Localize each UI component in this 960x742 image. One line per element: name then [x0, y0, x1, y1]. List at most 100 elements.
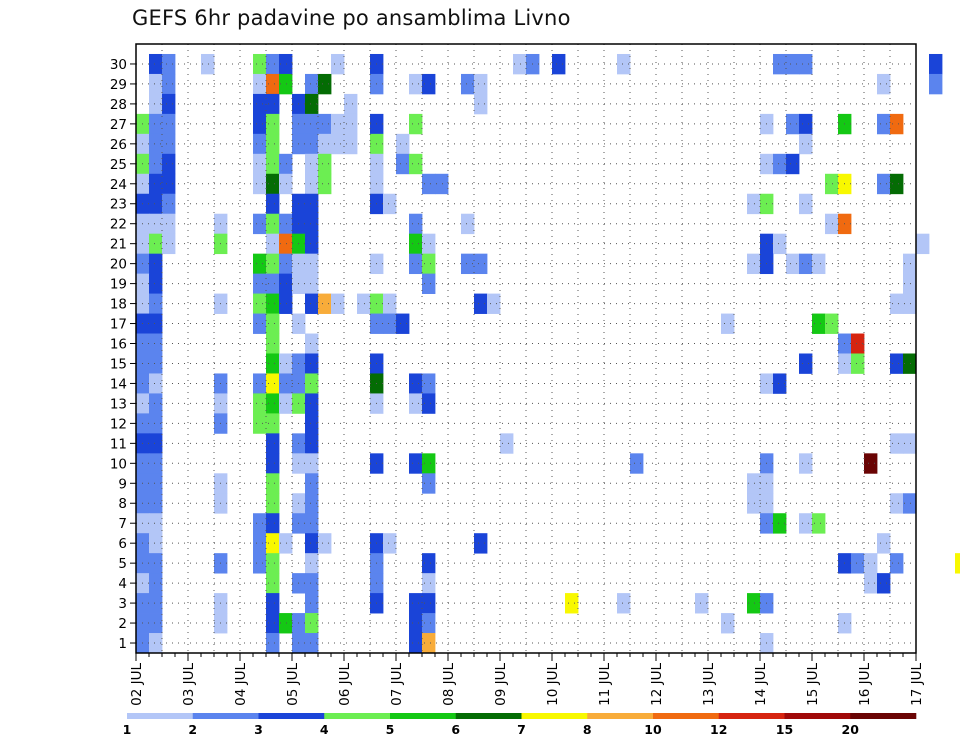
heatmap-cell — [305, 153, 319, 175]
heatmap-cell — [422, 453, 436, 474]
heatmap-cell — [149, 393, 163, 414]
legend-label: 15 — [776, 722, 793, 737]
heatmap-cell — [305, 393, 319, 414]
heatmap-cell — [305, 253, 319, 275]
heatmap-cell — [266, 193, 280, 215]
heatmap-cell — [565, 593, 579, 614]
x-tick-label: 07 JUL — [389, 663, 405, 706]
x-tick-label: 11 JUL — [597, 663, 613, 706]
heatmap-cell — [149, 313, 163, 334]
heatmap-cell — [799, 133, 813, 155]
x-tick-label: 02 JUL — [129, 663, 145, 706]
heatmap-cell — [461, 253, 475, 275]
heatmap-cell — [266, 313, 280, 334]
heatmap-cell — [253, 133, 267, 155]
x-tick-label: 13 JUL — [701, 663, 717, 706]
heatmap-cell — [383, 193, 397, 215]
heatmap-cell — [422, 393, 436, 414]
legend-color-swatch — [390, 713, 457, 719]
heatmap-cell — [331, 113, 345, 135]
heatmap-cell — [305, 333, 319, 354]
heatmap-cell — [344, 93, 358, 115]
legend-label: 12 — [710, 722, 727, 737]
heatmap-cell — [305, 493, 319, 514]
heatmap-cell — [149, 573, 163, 594]
heatmap-cell — [929, 73, 943, 95]
heatmap-cell — [318, 133, 332, 155]
x-tick-label: 16 JUL — [857, 663, 873, 706]
heatmap-cell — [331, 293, 345, 314]
heatmap-cell — [799, 253, 813, 275]
heatmap-cell — [253, 533, 267, 554]
heatmap-cell — [149, 293, 163, 314]
heatmap-cell — [279, 533, 293, 554]
legend-color-swatch — [653, 713, 720, 719]
heatmap-cell — [305, 133, 319, 155]
x-tick-label: 06 JUL — [337, 663, 353, 706]
heatmap-cell — [825, 173, 839, 195]
y-tick-label: 19 — [110, 277, 127, 293]
heatmap-cell — [253, 413, 267, 434]
heatmap-cell — [396, 133, 410, 155]
heatmap-cell — [305, 473, 319, 494]
heatmap-cell — [422, 573, 436, 594]
heatmap-cell — [747, 473, 761, 494]
heatmap-cell — [305, 613, 319, 634]
heatmap-cell — [474, 253, 488, 275]
heatmap-cell — [253, 393, 267, 414]
heatmap-cell — [149, 273, 163, 294]
heatmap-cell — [422, 73, 436, 95]
heatmap-cell — [799, 513, 813, 534]
heatmap-cell — [305, 513, 319, 534]
x-tick-label: 15 JUL — [805, 663, 821, 706]
y-tick-label: 24 — [110, 177, 127, 193]
heatmap-cell — [890, 553, 904, 574]
heatmap-cell — [149, 73, 163, 95]
y-tick-label: 12 — [110, 416, 127, 432]
heatmap-cell — [162, 213, 176, 235]
legend-label: 1 — [123, 722, 132, 737]
heatmap-cell — [149, 193, 163, 215]
heatmap-cell — [253, 213, 267, 235]
y-tick-label: 4 — [118, 576, 127, 592]
x-tick-label: 14 JUL — [753, 663, 769, 706]
heatmap-cell — [162, 153, 176, 175]
heatmap-cell — [149, 213, 163, 235]
x-tick-label: 17 JUL — [909, 663, 925, 706]
heatmap-cell — [409, 633, 423, 654]
heatmap-cell — [851, 553, 865, 574]
heatmap-cell — [266, 493, 280, 514]
heatmap-cell — [825, 313, 839, 334]
heatmap-cell — [162, 93, 176, 115]
heatmap-cell — [253, 53, 267, 75]
heatmap-cell — [253, 373, 267, 394]
heatmap-cell — [747, 193, 761, 215]
heatmap-cell — [890, 353, 904, 374]
legend-color-swatch — [850, 713, 917, 719]
legend-color-swatch — [521, 713, 588, 719]
heatmap-cell — [266, 533, 280, 554]
heatmap-cell — [162, 193, 176, 215]
x-tick-label: 09 JUL — [493, 663, 509, 706]
heatmap-cell — [253, 113, 267, 135]
heatmap-cell — [409, 73, 423, 95]
heatmap-cell — [162, 173, 176, 195]
heatmap-cell — [318, 293, 332, 314]
heatmap-cell — [162, 133, 176, 155]
heatmap-cell — [266, 113, 280, 135]
heatmap-cell — [422, 173, 436, 195]
heatmap-cell — [799, 53, 813, 75]
legend-color-swatch — [258, 713, 325, 719]
heatmap-cell — [162, 233, 176, 255]
x-tick-label: 05 JUL — [285, 663, 301, 706]
heatmap-cell — [357, 293, 371, 314]
heatmap-cell — [266, 173, 280, 195]
heatmap-cell — [149, 153, 163, 175]
heatmap-cell — [903, 253, 917, 275]
heatmap-cell — [786, 253, 800, 275]
heatmap-cell — [149, 373, 163, 394]
y-tick-label: 3 — [118, 596, 127, 612]
heatmap-cell — [318, 173, 332, 195]
heatmap-cell — [266, 333, 280, 354]
heatmap-cell — [279, 273, 293, 294]
